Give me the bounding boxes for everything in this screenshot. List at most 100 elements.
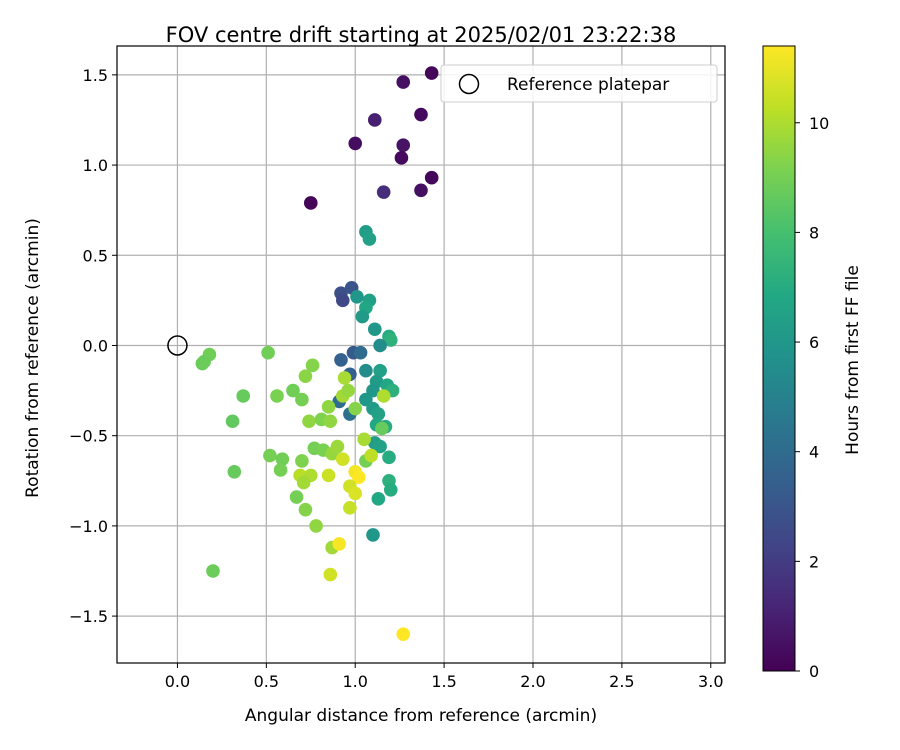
x-tick-label: 0.0 [165,672,190,691]
data-point [323,414,338,429]
chart-title: FOV centre drift starting at 2025/02/01 … [166,23,677,47]
data-point [371,407,386,421]
data-point [335,452,350,466]
data-point [383,333,398,347]
y-tick-label: −1.0 [69,517,108,536]
data-point [289,490,304,504]
data-point [383,483,398,497]
data-point [373,363,387,378]
data-point [337,371,352,385]
data-point [348,486,363,501]
y-tick-label: 1.0 [83,156,108,175]
y-axis-ticks: −1.5 −1.0 −0.5 0.0 0.5 1.0 1.5 [69,66,117,626]
x-tick-label: 3.0 [698,672,723,691]
data-point [367,322,382,337]
legend-box [440,64,718,103]
data-point [362,232,377,246]
x-tick-label: 0.5 [254,672,279,691]
data-point [275,452,290,466]
data-point [227,464,242,479]
data-point [376,389,391,403]
data-point [396,75,411,89]
colorbar-tick-label: 0 [809,662,819,681]
data-point [302,414,316,429]
colorbar: 0 2 4 6 8 10 Hours from first FF file [762,45,863,681]
colorbar-tick-label: 4 [809,443,819,462]
data-point [348,401,363,416]
data-point [364,448,379,463]
data-point [382,450,396,465]
data-point [394,151,409,165]
y-tick-label: 0.5 [83,246,108,265]
data-point [270,389,284,403]
data-point [396,138,411,153]
data-point [357,432,371,447]
x-tick-label: 1.0 [342,672,367,691]
data-point [195,356,210,371]
x-tick-label: 2.5 [609,672,634,691]
legend-entry-reference-platepar: Reference platepar [507,75,669,95]
data-point [321,468,336,483]
colorbar-tick-label: 10 [809,114,829,133]
data-point [296,475,311,490]
data-point [273,463,288,477]
data-points [195,66,439,641]
data-point [286,383,300,398]
data-point [303,196,318,210]
colorbar-tick-label: 6 [809,333,819,352]
reference-marker-layer [167,335,188,356]
data-point [321,400,336,414]
data-point [343,501,357,515]
y-tick-label: 0.0 [83,336,108,355]
data-point [375,421,389,436]
data-point [367,113,382,127]
data-point [332,537,347,551]
x-tick-label: 1.5 [431,672,456,691]
data-point [206,564,220,578]
colorbar-label: Hours from first FF file [843,265,863,455]
colorbar-ticks: 0 2 4 6 8 10 [795,114,829,681]
data-point [298,369,313,383]
data-point [424,170,439,185]
y-axis-label: Rotation from reference (arcmin) [23,218,43,498]
data-point [263,448,277,463]
data-point [414,107,428,122]
data-point [373,439,387,454]
colorbar-tick-label: 2 [809,552,819,571]
plot-frame [116,45,726,664]
data-point [348,136,363,151]
data-point [371,492,386,506]
data-point [330,439,345,454]
data-point [355,309,370,324]
data-point [323,567,338,582]
data-point [351,470,366,484]
data-point [295,454,309,468]
data-point [359,363,373,378]
data-point [373,338,387,353]
data-point [353,345,368,360]
data-point [236,389,251,403]
y-tick-label: −0.5 [69,427,108,446]
data-point [376,185,391,199]
data-point [396,627,411,641]
data-point [335,293,350,308]
data-point [424,66,439,80]
colorbar-gradient [762,45,796,672]
data-point [261,345,275,360]
y-tick-label: −1.5 [69,607,108,626]
data-point [295,392,309,407]
x-tick-label: 2.0 [520,672,545,691]
x-axis-label: Angular distance from reference (arcmin) [245,706,597,726]
legend-marker-reference [458,73,480,95]
data-point [305,358,320,373]
legend: Reference platepar [440,64,718,103]
reference-platepar-marker [167,335,188,356]
data-point [366,528,380,542]
data-point [334,353,348,367]
data-point [309,519,323,533]
data-point [225,414,240,429]
data-point [350,289,364,304]
data-point [414,183,428,198]
y-tick-label: 1.5 [83,66,108,85]
